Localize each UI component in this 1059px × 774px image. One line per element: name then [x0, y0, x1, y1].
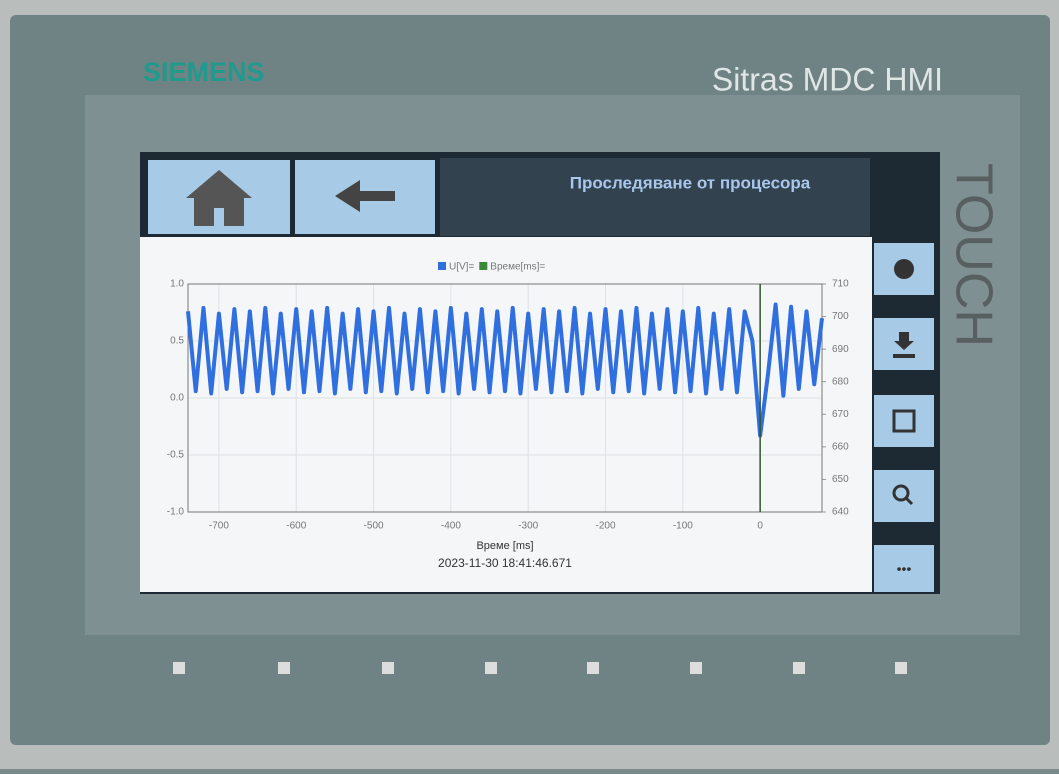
timestamp: 2023-11-30 18:41:46.671 — [438, 556, 572, 570]
x-tick-label: -400 — [441, 521, 461, 532]
key — [278, 662, 290, 674]
list-button[interactable] — [874, 395, 934, 447]
y2-tick-label: 650 — [832, 474, 849, 485]
more-button[interactable]: ••• — [874, 545, 934, 592]
x-tick-label: -300 — [518, 521, 538, 532]
y-tick-label: -0.5 — [167, 450, 185, 461]
legend-label: Време[ms]= — [490, 262, 545, 273]
y2-tick-label: 640 — [832, 507, 849, 518]
y2-tick-label: 670 — [832, 409, 849, 420]
y-tick-label: 1.0 — [170, 279, 184, 290]
model: Sitras MDC HMI — [712, 61, 943, 97]
info-icon — [894, 259, 914, 279]
x-tick-label: -600 — [286, 521, 306, 532]
x-tick-label: -500 — [364, 521, 384, 532]
legend-swatch — [438, 262, 446, 270]
key — [895, 662, 907, 674]
x-tick-label: -700 — [209, 521, 229, 532]
key — [793, 662, 805, 674]
back-button[interactable] — [295, 160, 435, 234]
home-button[interactable] — [148, 160, 290, 234]
info-button[interactable] — [874, 243, 934, 295]
y-tick-label: 0.0 — [170, 393, 184, 404]
title-bar — [440, 158, 870, 236]
key — [173, 662, 185, 674]
y-tick-label: 0.5 — [170, 336, 184, 347]
zoom-button[interactable] — [874, 470, 934, 522]
page: SIEMENS Sitras MDC HMI TOUCH Проследяван… — [0, 0, 1059, 769]
legend-label: U[V]= — [449, 262, 474, 273]
y2-tick-label: 680 — [832, 376, 849, 387]
y2-tick-label: 700 — [832, 311, 849, 322]
more-label: ••• — [897, 561, 912, 577]
button-bg — [874, 470, 934, 522]
x-tick-label: -200 — [596, 521, 616, 532]
download-button[interactable] — [874, 318, 934, 370]
y2-tick-label: 660 — [832, 441, 849, 452]
y2-tick-label: 710 — [832, 279, 849, 290]
hmi-photo: SIEMENS Sitras MDC HMI TOUCH Проследяван… — [0, 0, 1059, 769]
home-door — [214, 208, 224, 226]
key — [690, 662, 702, 674]
x-tick-label: -100 — [673, 521, 693, 532]
x-tick-label: 0 — [757, 521, 763, 532]
side-label: TOUCH — [944, 163, 1002, 347]
y2-tick-label: 690 — [832, 344, 849, 355]
x-axis-label: Време [ms] — [476, 540, 533, 552]
key — [382, 662, 394, 674]
brand: SIEMENS — [143, 57, 265, 87]
legend-swatch — [479, 262, 487, 270]
key — [485, 662, 497, 674]
y-tick-label: -1.0 — [167, 507, 185, 518]
button-bg — [874, 395, 934, 447]
screen-title: Проследяване от процесора — [570, 173, 811, 192]
key — [587, 662, 599, 674]
